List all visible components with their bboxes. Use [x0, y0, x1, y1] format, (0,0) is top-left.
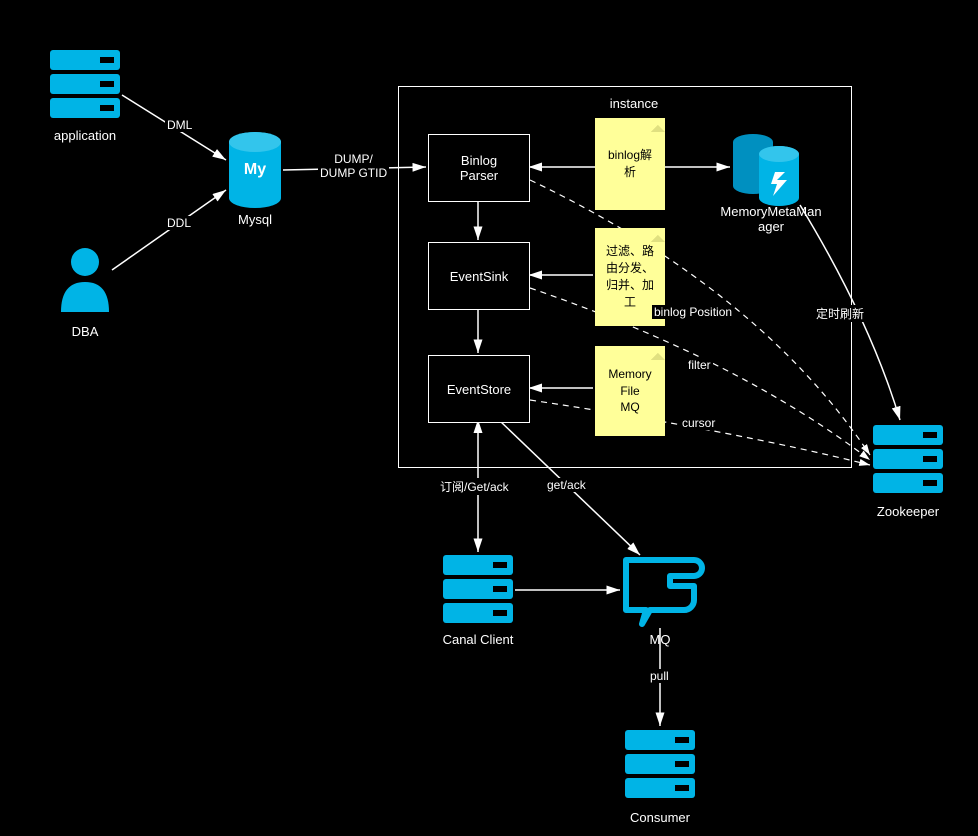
- application-label: application: [54, 128, 116, 143]
- edge-label-getack: get/ack: [545, 478, 588, 492]
- edge-label-ddl: DDL: [165, 216, 193, 230]
- note-sink-text: 过滤、路 由分发、 归并、加 工: [606, 243, 654, 310]
- dba-label: DBA: [72, 324, 99, 339]
- zookeeper-icon: [873, 425, 943, 493]
- binlog-parser-label: Binlog Parser: [460, 153, 498, 183]
- zookeeper-label: Zookeeper: [877, 504, 939, 519]
- mq-icon: [626, 560, 702, 624]
- event-store-box: EventStore: [428, 355, 530, 423]
- mq-label: MQ: [650, 632, 671, 647]
- note-binlog: binlog解 析: [595, 118, 665, 210]
- mysql-icon: My: [229, 132, 281, 208]
- canal-client-label: Canal Client: [443, 632, 514, 647]
- dba-icon: [61, 248, 109, 312]
- edge-dba-mysql: [112, 190, 226, 270]
- memory-meta-icon: [733, 134, 799, 206]
- edge-label-subscribe: 订阅/Get/ack: [438, 478, 511, 495]
- event-sink-label: EventSink: [450, 269, 509, 284]
- svg-text:My: My: [244, 161, 266, 178]
- consumer-icon: [625, 730, 695, 798]
- event-store-label: EventStore: [447, 382, 511, 397]
- canal-client-icon: [443, 555, 513, 623]
- edge-dashed-store-zk: [530, 400, 870, 465]
- edge-label-filter: filter: [686, 358, 713, 372]
- edge-label-cursor: cursor: [680, 416, 717, 430]
- edge-label-dml: DML: [165, 118, 194, 132]
- mysql-label: Mysql: [238, 212, 272, 227]
- note-store-text: Memory File MQ: [608, 366, 651, 416]
- memory-meta-label: MemoryMetaMan ager: [711, 204, 831, 234]
- edge-label-pull: pull: [648, 669, 671, 683]
- note-store: Memory File MQ: [595, 346, 665, 436]
- edge-label-refresh: 定时刷新: [814, 305, 866, 322]
- event-sink-box: EventSink: [428, 242, 530, 310]
- binlog-parser-box: Binlog Parser: [428, 134, 530, 202]
- edge-label-binlogpos: binlog Position: [652, 305, 734, 319]
- consumer-label: Consumer: [630, 810, 690, 825]
- note-binlog-text: binlog解 析: [608, 147, 652, 181]
- application-icon: [50, 50, 120, 118]
- edge-label-dump: DUMP/ DUMP GTID: [318, 152, 389, 180]
